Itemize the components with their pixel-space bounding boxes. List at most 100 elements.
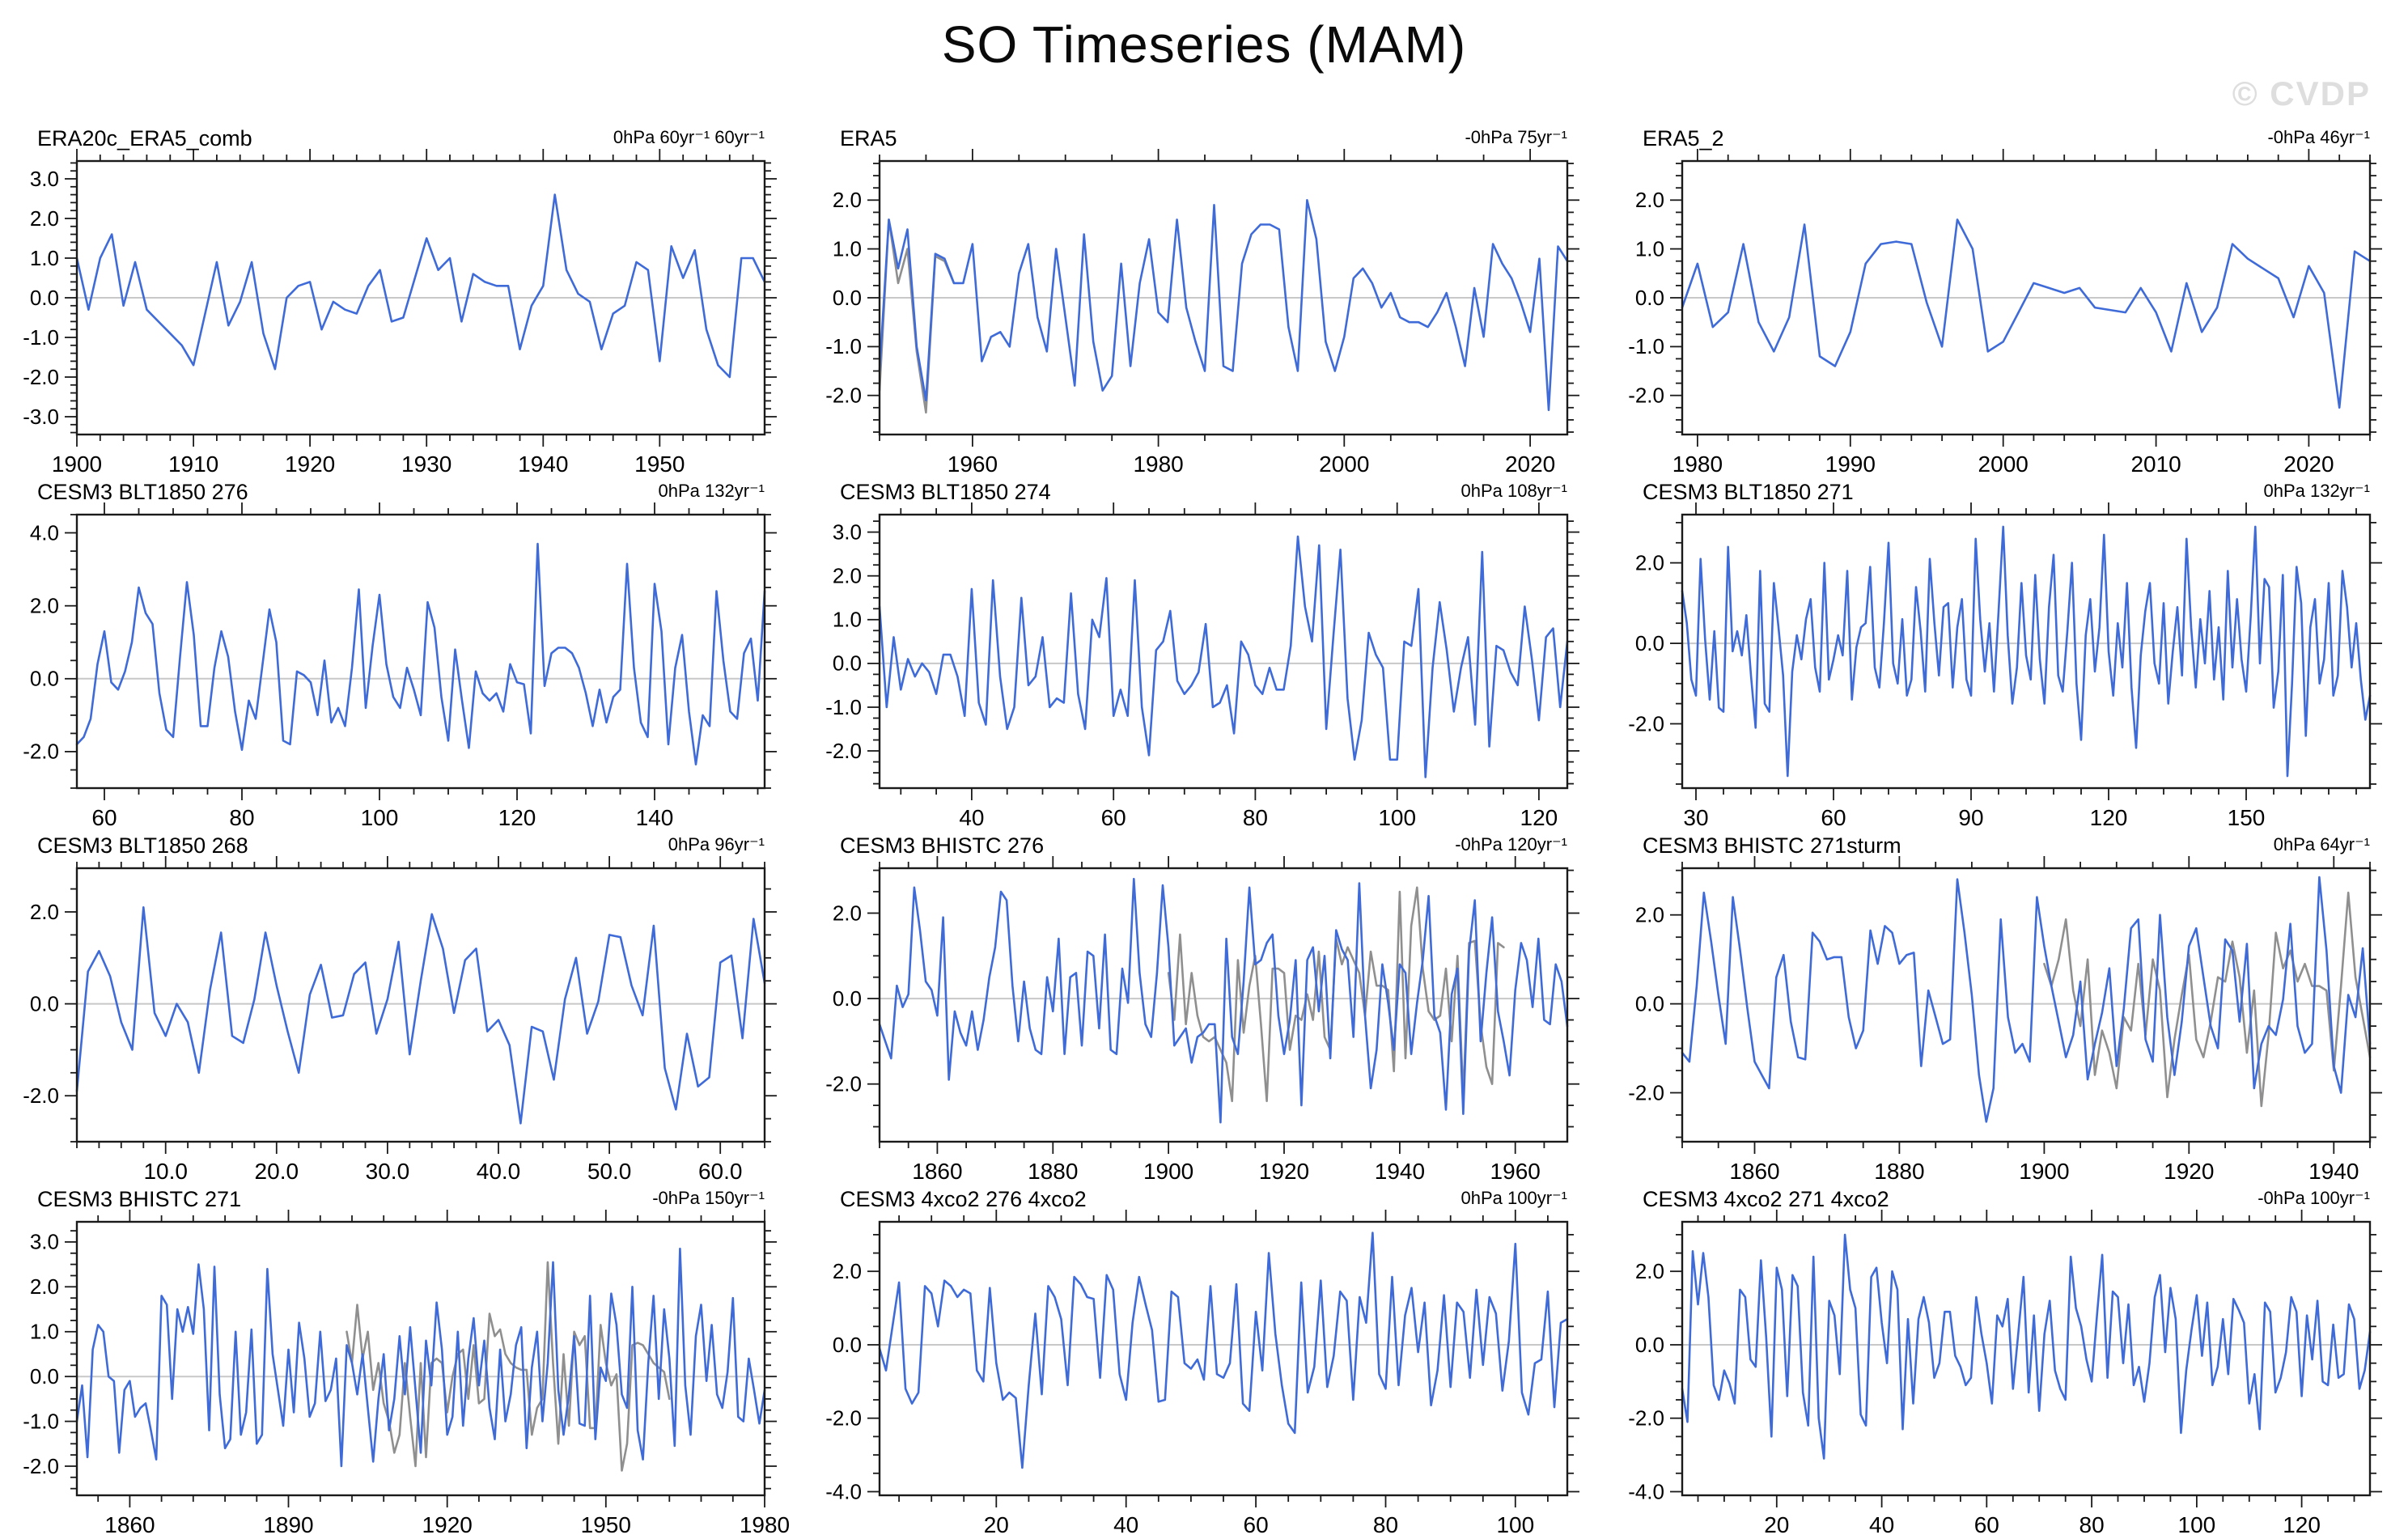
y-tick-label: 0.0	[30, 667, 59, 691]
axis-ticks	[1670, 149, 2382, 447]
x-tick-label: 30.0	[366, 1159, 410, 1181]
y-tick-label: 1.0	[1635, 236, 1664, 261]
y-tick-label: -2.0	[23, 1083, 59, 1108]
y-tick-label: 0.0	[30, 286, 59, 310]
x-tick-label: 10.0	[143, 1159, 188, 1181]
y-tick-label: 2.0	[30, 594, 59, 618]
panel-units-label: 0hPa 60yr⁻¹ 60yr⁻¹	[613, 127, 765, 147]
timeseries-plot: 2.0 0.0 -2.0 -4.0 20 40 60 80 100 CESM3 4xco2 276…	[825, 1187, 1579, 1537]
timeseries-panel-9: 2.0 0.0 -2.0 1860 1880 1900 1920 1940 CESM3 BHIS…	[1605, 828, 2408, 1184]
panel-units-label: 0hPa 132yr⁻¹	[659, 481, 765, 501]
y-tick-label: 1.0	[30, 246, 59, 270]
y-tick-label: -2.0	[825, 1072, 862, 1096]
y-tick-label: -2.0	[825, 739, 862, 763]
x-tick-label: 1960	[948, 452, 998, 474]
x-tick-label: 150	[2228, 805, 2266, 828]
plot-frame	[75, 513, 766, 790]
y-tick-label: 2.0	[1635, 550, 1664, 574]
panel-units-label: -0hPa 120yr⁻¹	[1455, 834, 1567, 854]
plot-frame	[1681, 867, 2372, 1143]
x-tick-label: 1880	[1028, 1159, 1078, 1181]
timeseries-panel-6: 2.0 0.0 -2.0 30 60 90 120 150 CESM3 BLT1850 271 0…	[1605, 474, 2408, 830]
axis-ticks	[1670, 1210, 2382, 1507]
x-tick-label: 1980	[1672, 452, 1723, 474]
primary-series-line	[1681, 875, 2372, 1123]
x-tick-label: 1900	[52, 452, 102, 474]
x-tick-label: 40	[959, 805, 984, 828]
x-tick-label: 100	[1496, 1512, 1534, 1535]
x-tick-label: 1960	[1490, 1159, 1541, 1181]
panel-units-label: -0hPa 100yr⁻¹	[2258, 1188, 2370, 1208]
x-tick-label: 1920	[1259, 1159, 1309, 1181]
secondary-series-line	[878, 218, 956, 414]
y-tick-label: -1.0	[1628, 334, 1664, 358]
y-tick-label: 3.0	[833, 519, 862, 544]
y-tick-label: 0.0	[30, 991, 59, 1015]
y-tick-label: 2.0	[833, 1259, 862, 1283]
timeseries-plot: 2.0 0.0 -2.0 30 60 90 120 150 CESM3 BLT1850 271 0…	[1628, 480, 2382, 830]
x-tick-label: 1940	[1375, 1159, 1425, 1181]
primary-series-line	[75, 1247, 766, 1468]
x-tick-label: 1900	[2019, 1159, 2069, 1181]
y-tick-label: 0.0	[1635, 1333, 1664, 1357]
x-tick-label: 1980	[1133, 452, 1183, 474]
secondary-series-line	[1167, 886, 1505, 1103]
x-tick-label: 1920	[285, 452, 335, 474]
y-tick-label: -2.0	[1628, 1406, 1664, 1431]
x-tick-label: 1990	[1825, 452, 1876, 474]
y-tick-label: -1.0	[23, 325, 59, 350]
x-tick-label: 120	[1520, 805, 1558, 828]
x-tick-label: 120	[2283, 1512, 2321, 1535]
panel-units-label: 0hPa 100yr⁻¹	[1461, 1188, 1567, 1208]
y-tick-label: 2.0	[833, 564, 862, 588]
x-tick-label: 60	[1101, 805, 1126, 828]
panel-title: CESM3 BLT1850 276	[37, 480, 248, 504]
panel-units-label: 0hPa 108yr⁻¹	[1461, 481, 1567, 501]
y-tick-label: -2.0	[1628, 711, 1664, 736]
axis-ticks	[867, 856, 1579, 1154]
axis-ticks	[867, 1210, 1579, 1507]
x-tick-label: 20.0	[255, 1159, 299, 1181]
panel-title: ERA20c_ERA5_comb	[37, 126, 252, 151]
x-tick-label: 2020	[2283, 452, 2334, 474]
y-tick-label: -1.0	[23, 1409, 59, 1433]
x-tick-label: 60.0	[698, 1159, 743, 1181]
y-tick-label: 4.0	[30, 520, 59, 545]
panel-title: ERA5_2	[1643, 126, 1724, 151]
x-tick-label: 120	[2090, 805, 2128, 828]
x-tick-label: 1920	[2164, 1159, 2214, 1181]
panel-title: CESM3 BLT1850 271	[1643, 480, 1854, 504]
panel-title: CESM3 BLT1850 274	[840, 480, 1051, 504]
secondary-series-line	[2043, 891, 2372, 1108]
timeseries-plot: 2.0 1.0 0.0 -1.0 -2.0 1960 1980 2000 2020 ERA5 -0h…	[825, 126, 1579, 477]
y-tick-label: 0.0	[833, 1333, 862, 1357]
timeseries-panel-12: 2.0 0.0 -2.0 -4.0 20 40 60 80 100 120 CESM3 4xco2 …	[1605, 1181, 2408, 1537]
x-tick-label: 20	[1764, 1512, 1789, 1535]
axis-ticks	[65, 502, 777, 800]
x-tick-label: 140	[636, 805, 674, 828]
y-tick-label: -2.0	[825, 1406, 862, 1431]
y-tick-label: 2.0	[1635, 188, 1664, 212]
axis-ticks	[65, 856, 777, 1154]
x-tick-label: 100	[2178, 1512, 2216, 1535]
timeseries-plot: 3.0 2.0 1.0 0.0 -1.0 -2.0 -3.0 1900 1910 1920 1930…	[23, 126, 777, 477]
y-tick-label: -2.0	[23, 1454, 59, 1478]
x-tick-label: 60	[91, 805, 117, 828]
timeseries-plot: 3.0 2.0 1.0 0.0 -1.0 -2.0 1860 1890 1920 1950 1980…	[23, 1187, 790, 1537]
y-tick-label: 0.0	[1635, 991, 1664, 1015]
y-tick-label: 1.0	[833, 608, 862, 632]
primary-series-line	[75, 542, 766, 766]
panel-units-label: -0hPa 150yr⁻¹	[652, 1188, 765, 1208]
x-tick-label: 90	[1958, 805, 1983, 828]
x-tick-label: 1900	[1143, 1159, 1193, 1181]
axis-ticks	[1670, 856, 2382, 1154]
x-tick-label: 20	[984, 1512, 1009, 1535]
timeseries-panel-7: 2.0 0.0 -2.0 10.0 20.0 30.0 40.0 50.0 60.0 CESM3 …	[0, 828, 803, 1184]
axis-ticks	[867, 149, 1579, 447]
x-tick-label: 2000	[1319, 452, 1369, 474]
y-tick-label: -2.0	[825, 384, 862, 408]
x-tick-label: 1940	[518, 452, 568, 474]
y-tick-label: -2.0	[23, 365, 59, 389]
y-tick-label: 2.0	[1635, 1259, 1664, 1283]
y-tick-label: 0.0	[833, 651, 862, 676]
